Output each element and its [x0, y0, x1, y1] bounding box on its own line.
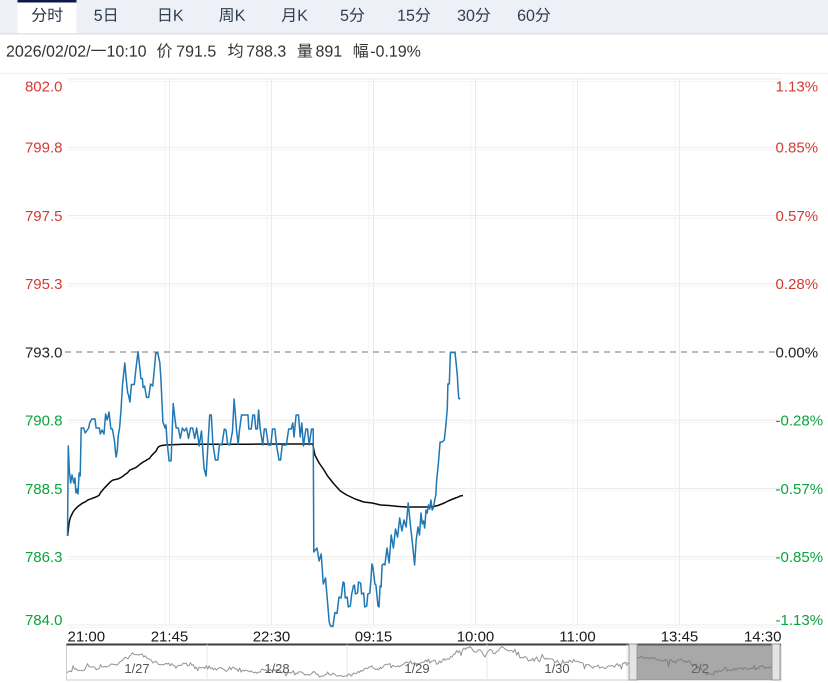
svg-text:22:30: 22:30 [253, 629, 291, 646]
svg-text:790.8: 790.8 [25, 413, 63, 430]
svg-text:1/27: 1/27 [124, 661, 149, 676]
svg-text:21:00: 21:00 [68, 629, 106, 646]
svg-text:13:45: 13:45 [661, 629, 699, 646]
svg-text:-0.28%: -0.28% [776, 413, 824, 430]
svg-text:1/29: 1/29 [404, 661, 429, 676]
svg-text:-0.85%: -0.85% [776, 549, 824, 566]
svg-text:784.0: 784.0 [25, 612, 63, 629]
svg-text:0.28%: 0.28% [776, 276, 819, 293]
svg-text:793.0: 793.0 [25, 344, 63, 361]
svg-text:799.8: 799.8 [25, 140, 63, 157]
svg-text:09:15: 09:15 [355, 629, 393, 646]
svg-text:1/28: 1/28 [264, 661, 289, 676]
svg-text:0.85%: 0.85% [776, 140, 819, 157]
svg-text:21:45: 21:45 [151, 629, 189, 646]
svg-text:795.3: 795.3 [25, 276, 63, 293]
svg-text:1/30: 1/30 [544, 661, 569, 676]
svg-text:788.5: 788.5 [25, 481, 63, 498]
svg-text:-1.13%: -1.13% [776, 612, 824, 629]
svg-text:0.57%: 0.57% [776, 208, 819, 225]
svg-text:-0.57%: -0.57% [776, 481, 824, 498]
svg-text:11:00: 11:00 [559, 629, 595, 646]
svg-text:802.0: 802.0 [25, 78, 63, 95]
svg-text:797.5: 797.5 [25, 208, 63, 225]
svg-text:1.13%: 1.13% [776, 78, 819, 95]
svg-text:14:30: 14:30 [744, 629, 782, 646]
svg-text:786.3: 786.3 [25, 549, 63, 566]
svg-text:10:00: 10:00 [457, 629, 495, 646]
svg-text:0.00%: 0.00% [776, 344, 819, 361]
